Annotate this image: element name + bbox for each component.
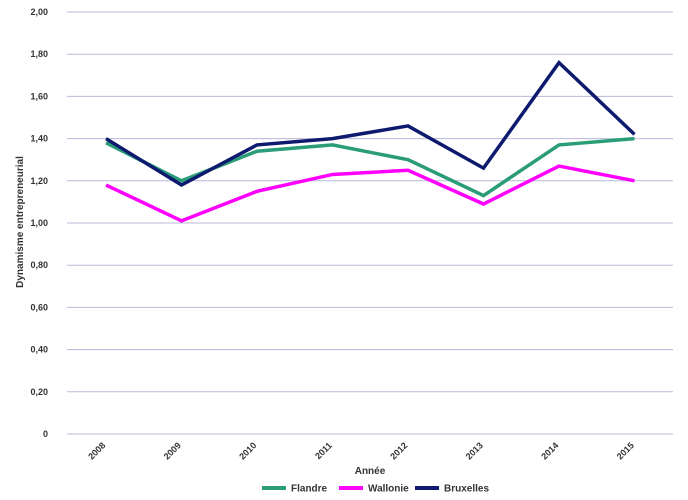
legend-label: Bruxelles (444, 484, 489, 495)
x-tick-label: 2008 (86, 440, 107, 461)
x-tick-label: 2009 (162, 440, 183, 461)
y-tick-label: 1,40 (30, 134, 48, 144)
series-line-bruxelles (105, 59, 636, 188)
y-tick-label: 0 (43, 429, 48, 439)
x-tick-label: 2013 (464, 440, 485, 461)
x-tick-label: 2011 (313, 440, 334, 461)
x-tick-label: 2014 (539, 440, 560, 461)
series-line-flandre (105, 136, 635, 198)
y-tick-label: 1,00 (30, 218, 48, 228)
grid (67, 11, 673, 435)
legend: Flandre Wallonie Bruxelles (262, 484, 489, 495)
y-tick-label: 0,40 (30, 345, 48, 355)
legend-label: Wallonie (368, 484, 409, 495)
y-tick-label: 0,60 (30, 302, 48, 312)
x-tick-label: 2012 (388, 440, 409, 461)
x-axis-ticks: 2008 2009 2010 2011 2012 2013 2014 2015 (86, 440, 636, 461)
series-line-wallonie (105, 164, 635, 223)
y-tick-label: 0,20 (30, 387, 48, 397)
x-tick-label: 2015 (615, 440, 636, 461)
y-tick-label: 1,80 (30, 49, 48, 59)
y-tick-label: 2,00 (30, 7, 48, 17)
y-tick-label: 1,60 (30, 91, 48, 101)
y-tick-label: 0,80 (30, 260, 48, 270)
y-tick-label: 1,20 (30, 176, 48, 186)
x-axis-label: Année (355, 466, 386, 477)
y-axis-ticks: 0 0,20 0,40 0,60 0,80 1,00 1,20 1,40 1,60 1,80 2,0… (30, 7, 48, 439)
series-lines (105, 59, 636, 223)
x-tick-label: 2010 (237, 440, 258, 461)
legend-label: Flandre (291, 484, 328, 495)
y-axis-label: Dynamisme entrepreneurial (15, 156, 26, 288)
